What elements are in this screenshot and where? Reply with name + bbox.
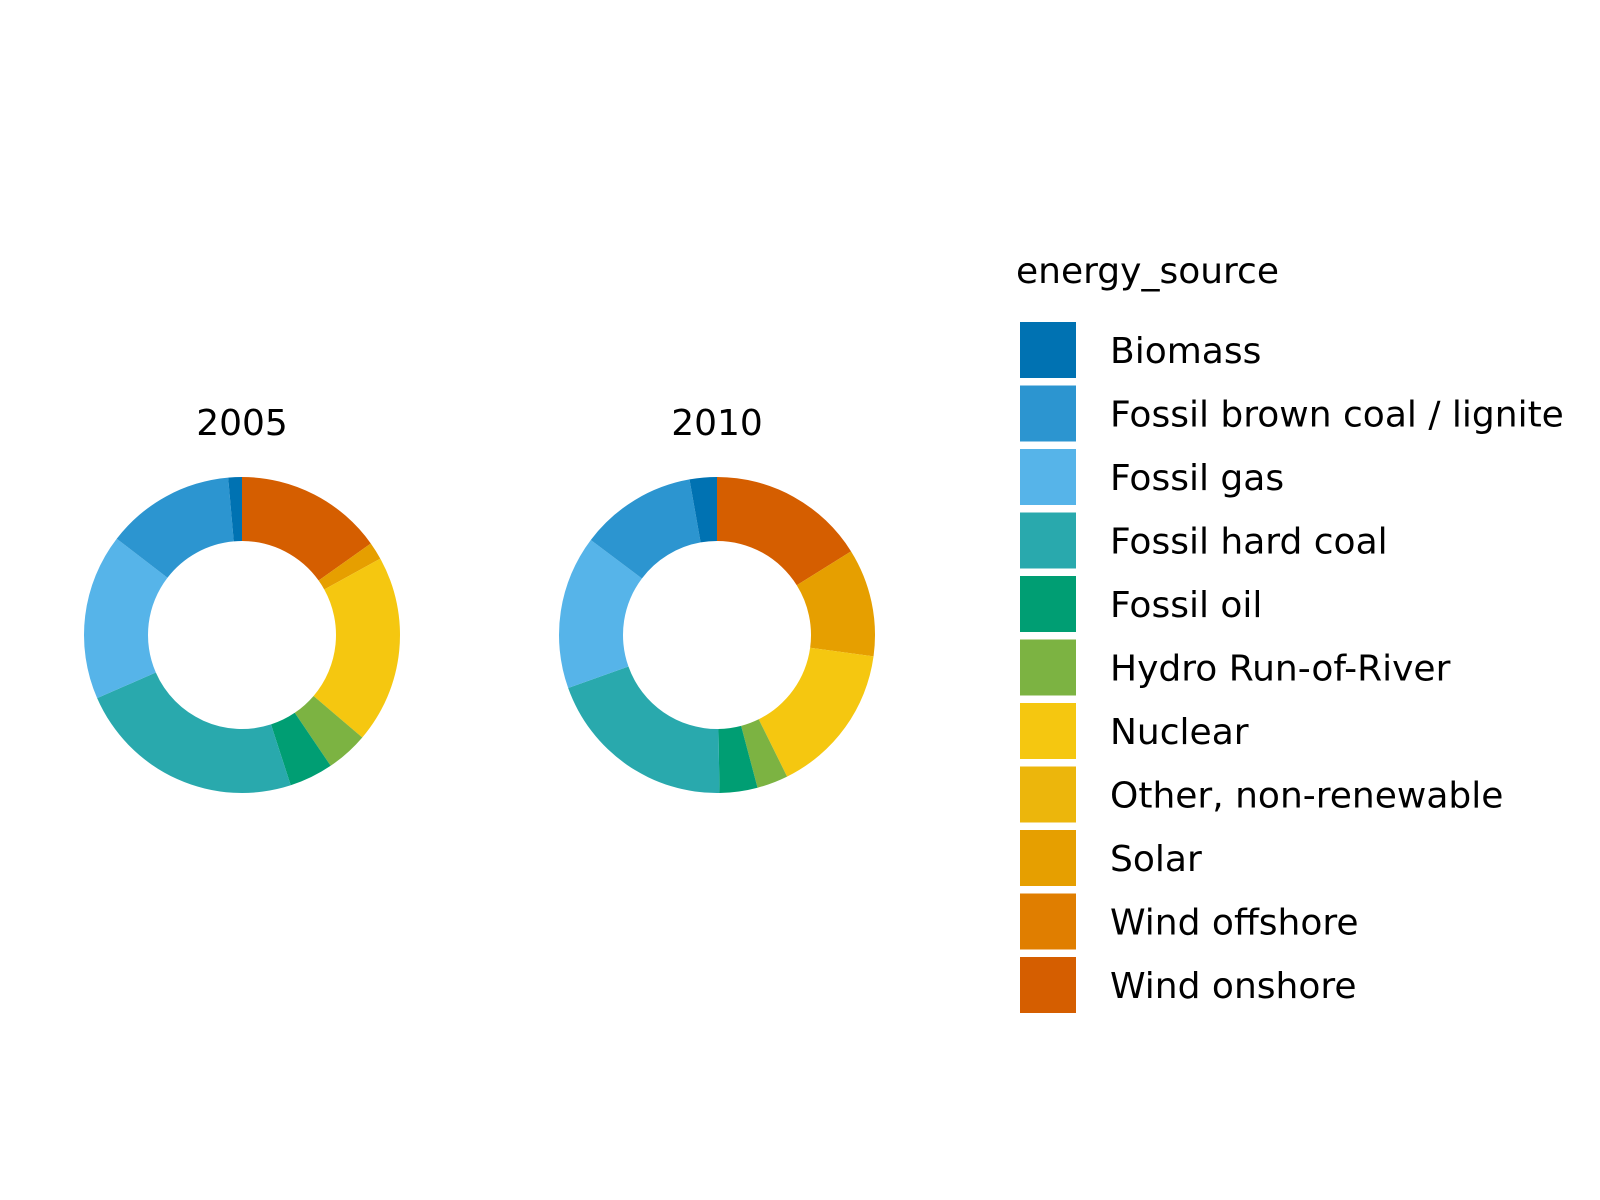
legend-label: Fossil gas [1110,458,1284,499]
legend-label: Fossil brown coal / lignite [1110,395,1564,436]
legend-label: Nuclear [1110,712,1249,753]
legend-label: Fossil oil [1110,585,1262,626]
slice-fossil-hard-coal [568,666,720,793]
legend-swatch [1020,322,1076,378]
legend-label: Fossil hard coal [1110,522,1388,563]
slice-fossil-gas [559,539,642,689]
donut-facets: 2005 2010 [84,403,875,794]
slice-wind-onshore [242,477,371,581]
legend-swatch [1020,830,1076,886]
legend-swatch [1020,449,1076,505]
legend-item-fossil-brown-coal-lignite: Fossil brown coal / lignite [1020,385,1564,442]
donut-chart-2005: 2005 [84,403,401,794]
legend-label: Other, non-renewable [1110,776,1503,817]
legend-item-wind-onshore: Wind onshore [1020,957,1357,1013]
slice-solar [318,543,381,590]
slice-nuclear [758,647,874,777]
legend-item-wind-offshore: Wind offshore [1020,893,1359,950]
legend-swatch [1020,512,1076,569]
legend-swatch [1020,893,1076,950]
legend-item-nuclear: Nuclear [1020,703,1249,759]
legend-items: Biomass Fossil brown coal / lignite Fossil… [1020,322,1564,1013]
slice-hydro-run-of-river [294,695,363,766]
legend-swatch [1020,957,1076,1013]
legend-swatch [1020,766,1076,823]
legend-label: Biomass [1110,331,1261,372]
slice-solar [796,551,875,657]
slice-fossil-brown-coal-lignite [116,477,234,578]
slice-fossil-hard-coal [97,672,291,794]
slice-fossil-brown-coal-lignite [590,479,701,579]
legend-label: Hydro Run-of-River [1110,649,1451,690]
slice-biomass [228,477,242,542]
slice-fossil-oil [270,712,331,786]
facet-title: 2010 [671,403,763,444]
legend: energy_source Biomass Fossil brown coal /… [1016,251,1564,1013]
facet-title: 2005 [196,403,288,444]
legend-item-biomass: Biomass [1020,322,1261,378]
slice-fossil-gas [84,538,168,699]
legend-swatch [1020,703,1076,759]
slice-hydro-run-of-river [741,719,788,788]
legend-label: Solar [1110,839,1202,880]
legend-swatch [1020,576,1076,632]
legend-label: Wind offshore [1110,903,1359,944]
legend-item-hydro-run-of-river: Hydro Run-of-River [1020,639,1451,696]
legend-swatch [1020,385,1076,442]
legend-item-fossil-gas: Fossil gas [1020,449,1284,505]
slice-wind-onshore [717,477,852,586]
legend-item-fossil-oil: Fossil oil [1020,576,1262,632]
legend-label: Wind onshore [1110,966,1357,1007]
slice-biomass [689,477,717,543]
slice-fossil-oil [718,725,758,793]
slice-nuclear [313,558,401,738]
legend-item-fossil-hard-coal: Fossil hard coal [1020,512,1388,569]
legend-item-solar: Solar [1020,830,1202,886]
donut-chart-2010: 2010 [559,403,875,793]
legend-item-other-non-renewable: Other, non-renewable [1020,766,1503,823]
legend-swatch [1020,639,1076,696]
legend-title: energy_source [1016,251,1279,292]
